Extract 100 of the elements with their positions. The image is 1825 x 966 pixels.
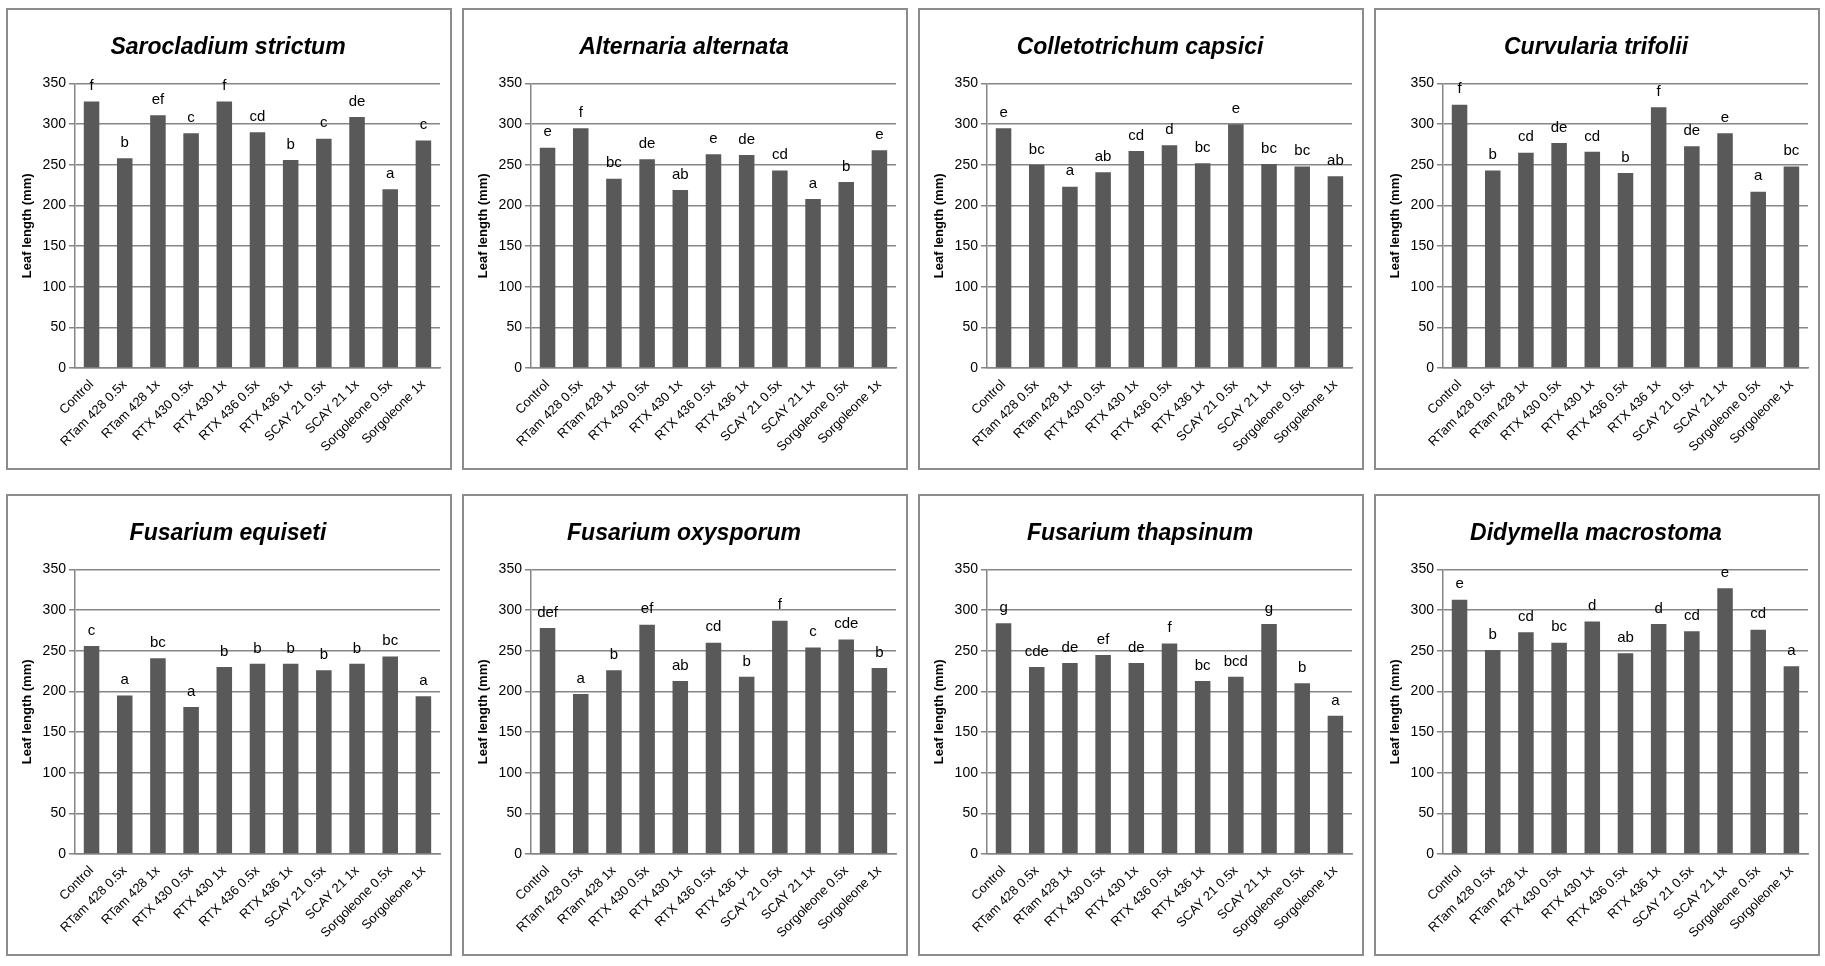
data-label: bc	[606, 153, 623, 171]
bar	[1518, 152, 1534, 368]
bar	[349, 116, 365, 368]
data-label: bc	[1028, 139, 1046, 157]
y-tick-label: 200	[498, 196, 523, 213]
data-label: b	[319, 645, 329, 663]
data-label: f	[578, 102, 584, 120]
bar	[606, 178, 622, 368]
y-tick-label: 100	[498, 277, 523, 294]
y-tick-label: 250	[1410, 641, 1435, 658]
data-label: b	[842, 156, 851, 174]
bar	[1062, 663, 1078, 854]
y-tick-label: 350	[42, 560, 67, 577]
bar	[282, 159, 299, 368]
bar	[772, 170, 788, 368]
bar	[1194, 163, 1211, 368]
bar	[1294, 166, 1310, 368]
data-label: cd	[771, 145, 788, 163]
y-tick-label: 350	[498, 74, 523, 91]
data-label: bc	[1783, 141, 1800, 159]
data-label: bc	[1194, 137, 1212, 155]
chart-title: Didymella macrostoma	[1470, 519, 1723, 546]
y-tick-label: 50	[1418, 318, 1435, 335]
data-label: a	[120, 670, 130, 688]
y-tick-label: 300	[498, 601, 523, 618]
bar	[1617, 653, 1634, 854]
bar	[1484, 170, 1501, 368]
data-label: c	[419, 115, 428, 133]
data-label: d	[1654, 598, 1663, 616]
bar	[1551, 142, 1567, 368]
y-tick-label: 350	[498, 560, 523, 577]
chart-title: Colletotrichum capsici	[1016, 33, 1264, 60]
data-label: de	[1061, 637, 1079, 655]
data-label: e	[1455, 574, 1464, 592]
y-tick-label: 150	[498, 236, 523, 253]
bar	[1327, 176, 1344, 368]
data-label: b	[286, 638, 295, 656]
y-tick-label: 250	[954, 641, 979, 658]
data-label: ab	[1327, 150, 1344, 168]
y-axis-title: Leaf length (mm)	[475, 659, 491, 765]
y-tick-label: 300	[42, 601, 67, 618]
data-label: a	[186, 681, 196, 699]
data-label: bcd	[1223, 651, 1248, 669]
data-label: cd	[249, 107, 266, 124]
bar	[1750, 191, 1766, 368]
y-axis-title: Leaf length (mm)	[931, 659, 947, 765]
y-tick-label: 100	[954, 763, 979, 780]
bar	[216, 667, 233, 854]
y-axis-title: Leaf length (mm)	[931, 173, 947, 279]
data-label: e	[1720, 107, 1730, 125]
bar	[1684, 631, 1700, 854]
data-label: de	[348, 91, 366, 109]
y-tick-label: 350	[954, 74, 979, 91]
data-label: a	[386, 163, 396, 181]
data-label: ef	[640, 599, 655, 617]
bar	[1062, 186, 1078, 368]
y-tick-label: 50	[50, 318, 67, 335]
data-label: b	[1488, 624, 1497, 642]
bar	[415, 696, 432, 854]
bar	[1783, 166, 1800, 368]
data-label: b	[1621, 147, 1630, 165]
bar	[672, 190, 689, 368]
bar	[539, 628, 556, 854]
y-tick-label: 50	[506, 318, 523, 335]
y-tick-label: 50	[506, 804, 523, 821]
bar	[382, 656, 398, 854]
bar	[1194, 680, 1211, 854]
y-tick-label: 150	[498, 722, 523, 739]
y-tick-label: 350	[1410, 74, 1435, 91]
y-tick-label: 150	[1410, 722, 1435, 739]
y-tick-label: 100	[42, 277, 67, 294]
bar	[1028, 164, 1045, 368]
data-label: de	[638, 133, 656, 151]
bar	[1261, 624, 1277, 854]
y-tick-label: 0	[1426, 358, 1435, 375]
bar	[216, 101, 233, 368]
data-label: cd	[1518, 127, 1534, 145]
y-tick-label: 100	[498, 763, 523, 780]
bar	[738, 676, 755, 854]
bar	[805, 647, 821, 854]
y-axis-title: Leaf length (mm)	[19, 173, 35, 279]
data-label: e	[999, 102, 1008, 120]
y-tick-label: 200	[954, 682, 979, 699]
bar	[738, 155, 755, 368]
y-tick-label: 150	[954, 722, 979, 739]
data-label: f	[1457, 79, 1463, 97]
data-label: b	[120, 133, 129, 150]
bar	[83, 645, 100, 854]
y-tick-label: 250	[42, 641, 67, 658]
y-tick-label: 150	[1410, 236, 1435, 253]
data-label: f	[1656, 81, 1662, 99]
data-label: b	[352, 638, 362, 656]
data-label: g	[999, 597, 1008, 615]
y-tick-label: 50	[50, 804, 67, 821]
y-tick-label: 150	[42, 236, 67, 253]
bar	[1095, 172, 1111, 368]
y-axis-title: Leaf length (mm)	[1387, 659, 1403, 765]
y-tick-label: 300	[954, 115, 979, 132]
y-tick-label: 50	[962, 318, 979, 335]
bar	[705, 642, 722, 854]
